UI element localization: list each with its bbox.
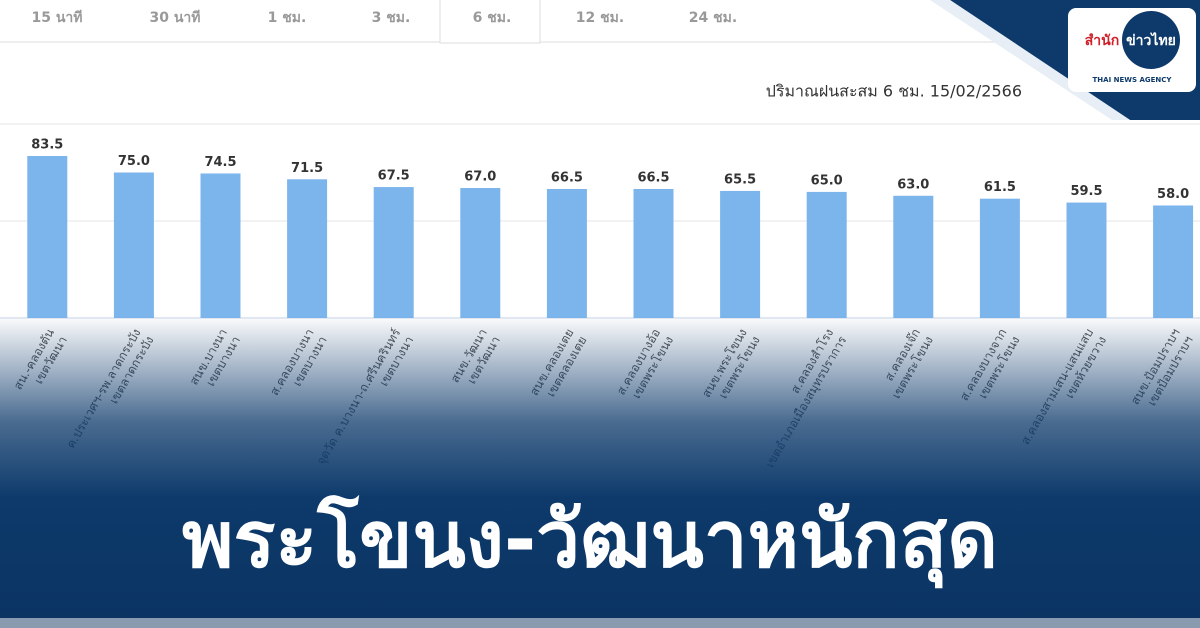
value-label: 63.0 (897, 177, 929, 192)
active-tab-box (439, 0, 541, 44)
tab[interactable]: 15 นาที (31, 10, 82, 26)
value-label: 74.5 (204, 155, 236, 170)
bar (979, 198, 1020, 318)
bar (1153, 205, 1194, 318)
value-label: 65.5 (724, 172, 756, 187)
chart-title: ปริมาณฝนสะสม 6 ชม. 15/02/2566 (766, 82, 1022, 101)
logo-circle-text: ข่าวไทย (1126, 31, 1176, 49)
bar (287, 179, 328, 318)
bottom-shade (0, 315, 1200, 620)
bar (373, 187, 414, 318)
logo-circle (1122, 11, 1180, 69)
value-label: 61.5 (984, 180, 1016, 195)
bottom-strip (0, 618, 1200, 628)
bar (113, 172, 154, 318)
tab[interactable]: 6 ชม. (473, 10, 512, 26)
bar (720, 190, 761, 318)
logo-sub: THAI NEWS AGENCY (1093, 76, 1173, 84)
value-label: 59.5 (1070, 184, 1102, 199)
bar (633, 188, 674, 318)
logo-prefix: สำนัก (1085, 33, 1119, 49)
tab[interactable]: 3 ชม. (372, 10, 411, 26)
headline: พระโขนง-วัฒนาหนักสุด (182, 493, 998, 588)
value-label: 65.0 (811, 173, 843, 188)
value-label: 67.0 (464, 170, 496, 185)
bar (27, 156, 68, 318)
tab[interactable]: 12 ชม. (576, 10, 624, 26)
value-label: 58.0 (1157, 187, 1189, 202)
bar (1066, 202, 1107, 318)
value-label: 83.5 (31, 138, 63, 153)
tab[interactable]: 24 ชม. (689, 10, 737, 26)
bar (200, 173, 241, 318)
value-label: 67.5 (378, 169, 410, 184)
value-label: 66.5 (637, 170, 669, 185)
value-label: 75.0 (118, 154, 150, 169)
tab[interactable]: 1 ชม. (268, 10, 307, 26)
value-label: 66.5 (551, 170, 583, 185)
bar (806, 191, 847, 318)
value-label: 71.5 (291, 161, 323, 176)
bar (546, 188, 587, 318)
bar (460, 188, 501, 318)
bar (893, 195, 934, 318)
tab[interactable]: 30 นาที (149, 10, 200, 26)
